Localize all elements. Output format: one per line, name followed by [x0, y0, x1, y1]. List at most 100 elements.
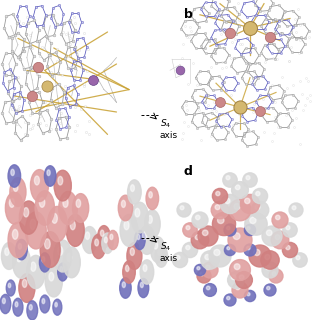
Point	[205, 103, 210, 108]
Point	[216, 7, 221, 12]
Point	[210, 107, 215, 112]
Point	[213, 118, 219, 124]
Circle shape	[127, 243, 142, 269]
Circle shape	[148, 216, 152, 223]
Circle shape	[54, 240, 72, 272]
Point	[189, 94, 194, 100]
Point	[250, 42, 255, 47]
Circle shape	[234, 264, 240, 269]
Point	[220, 65, 225, 70]
Point	[272, 30, 277, 36]
Point	[286, 111, 291, 116]
Point	[236, 81, 241, 86]
Circle shape	[5, 248, 9, 255]
Point	[180, 131, 185, 136]
Circle shape	[58, 263, 68, 281]
Point	[185, 35, 190, 40]
Point	[280, 74, 285, 79]
Point	[203, 124, 208, 129]
Point	[252, 2, 258, 7]
Point	[298, 35, 303, 40]
Point	[248, 129, 253, 134]
Point	[224, 7, 229, 12]
Point	[212, 106, 217, 111]
Circle shape	[100, 230, 104, 236]
Point	[30, 46, 35, 51]
Point	[202, 45, 207, 51]
Point	[50, 85, 55, 90]
Point	[6, 35, 11, 40]
Point	[219, 13, 224, 18]
Point	[225, 111, 230, 116]
Circle shape	[31, 262, 36, 271]
Point	[24, 14, 29, 19]
Point	[220, 60, 225, 65]
Point	[290, 118, 295, 123]
Point	[219, 27, 224, 32]
Point	[246, 60, 252, 66]
Point	[79, 107, 84, 112]
Point	[284, 106, 289, 111]
Point	[72, 128, 77, 133]
Point	[212, 14, 217, 19]
Point	[221, 124, 226, 129]
Point	[271, 97, 276, 102]
Point	[20, 45, 26, 50]
Point	[9, 98, 14, 103]
Point	[289, 35, 294, 40]
Point	[276, 23, 282, 28]
Point	[10, 72, 15, 77]
Point	[235, 70, 240, 75]
Point	[289, 44, 294, 49]
Circle shape	[183, 223, 197, 237]
Point	[40, 131, 45, 136]
Point	[277, 124, 282, 130]
Point	[257, 106, 262, 111]
Circle shape	[209, 245, 231, 267]
Point	[49, 89, 54, 94]
Circle shape	[216, 191, 220, 196]
Point	[271, 105, 276, 110]
Point	[82, 82, 87, 87]
Point	[245, 69, 250, 74]
Point	[186, 82, 191, 87]
Point	[32, 18, 37, 23]
Point	[293, 22, 299, 27]
Point	[278, 36, 283, 42]
Point	[217, 74, 222, 79]
Circle shape	[155, 245, 168, 267]
Point	[188, 25, 193, 30]
Point	[18, 138, 23, 143]
Point	[298, 23, 303, 28]
Point	[210, 75, 215, 80]
Point	[21, 66, 27, 71]
Circle shape	[276, 215, 280, 220]
Point	[13, 130, 18, 135]
Circle shape	[154, 242, 158, 249]
Circle shape	[118, 195, 132, 221]
Point	[18, 56, 23, 61]
Point	[29, 126, 34, 131]
Circle shape	[59, 191, 77, 225]
Point	[181, 9, 187, 14]
Point	[233, 133, 238, 139]
Point	[10, 12, 15, 17]
Point	[17, 89, 22, 94]
Point	[252, 60, 257, 65]
Point	[5, 88, 10, 93]
Point	[298, 78, 303, 84]
Circle shape	[240, 194, 260, 214]
Point	[220, 81, 225, 86]
Point	[290, 82, 295, 87]
Circle shape	[8, 222, 28, 258]
Point	[250, 129, 255, 134]
Point	[15, 54, 20, 60]
Point	[213, 120, 218, 125]
Point	[197, 82, 202, 87]
Point	[12, 95, 17, 100]
Circle shape	[17, 253, 21, 262]
Circle shape	[18, 244, 21, 249]
Point	[263, 16, 268, 21]
Point	[23, 81, 28, 86]
Point	[236, 24, 241, 29]
